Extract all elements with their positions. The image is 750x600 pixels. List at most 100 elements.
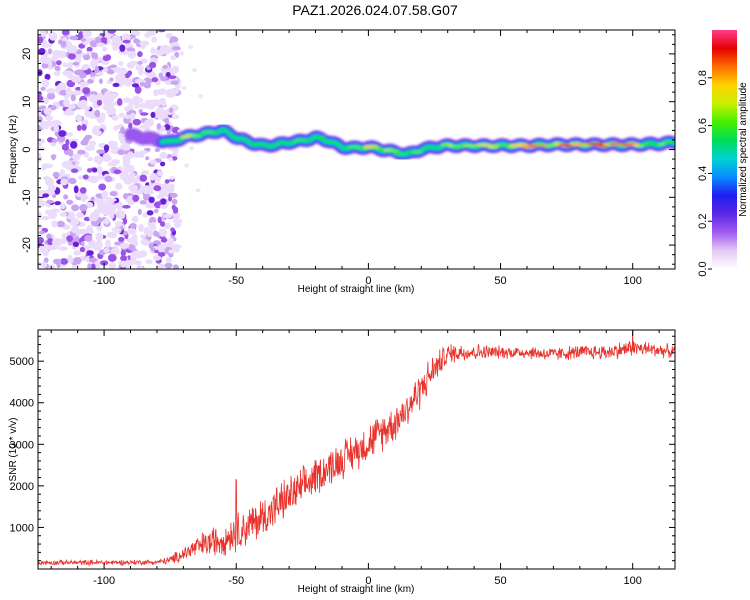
spectrogram-noise-blob [102,152,110,161]
spectrogram-noise-blob [160,237,168,243]
spectrogram-noise-blob [131,215,139,223]
spectrogram-noise-blob [85,201,94,209]
spectrogram-noise-blob [59,211,67,217]
spectrogram-noise-blob [134,85,142,94]
spectrogram-noise-blob [59,169,65,177]
x-tick-label: 0 [365,575,371,587]
spectrogram-noise-blob [43,107,53,116]
spectrogram-noise-blob [127,49,137,59]
spectrogram-noise-blob [128,122,133,129]
spectrogram-noise-blob [103,248,110,253]
spectrogram-noise-blob [95,208,102,214]
spectrogram-noise-blob [41,43,52,48]
spectrogram-noise-blob [46,88,56,94]
spectrogram-noise-blob [67,132,73,138]
spectrogram-noise-blob [146,230,154,237]
spectrogram-noise-blob [132,194,140,202]
spectrogram-noise-blob [38,146,46,151]
spectrogram-noise-blob [80,37,87,42]
spectrogram-noise-blob [157,30,166,33]
spectrogram-noise-blob [94,66,99,74]
x-tick-label: 50 [494,575,506,587]
spectrogram-noise-blob [40,261,48,269]
spectrogram-noise-blob [78,43,86,49]
spectrogram-noise-blob [179,51,185,56]
spectrogram-noise-blob [86,51,93,56]
spectrogram-noise-blob [122,158,131,166]
spectrogram-noise-blob [113,125,119,131]
spectrogram-noise-blob [115,73,126,82]
spectrogram-noise-blob [66,235,73,242]
spectrogram-noise-blob [54,201,62,206]
spectrogram-noise-blob [88,214,99,222]
spectrogram-noise-blob [56,60,62,66]
spectrogram-noise-blob [87,78,94,84]
spectrogram-noise-blob [127,227,137,235]
spectrogram-noise-blob [79,99,88,108]
spectrogram-y-label: Frequency (Hz) [8,115,19,184]
snr-y-ticks: 1000 2000 3000 4000 5000 [10,335,675,562]
spectrogram-noise-blob [40,216,50,221]
colorbar-tick-label: 0.6 [697,118,709,133]
spectrogram-noise-blob [150,247,156,252]
spectrogram-noise-blob [66,199,74,205]
spectrogram-noise-blob [68,177,77,184]
spectrogram-noise-blob [167,239,174,248]
spectrogram-noise-blob [84,234,93,242]
spectrogram-noise-blob [138,223,144,232]
spectrogram-noise-blob [95,240,103,249]
spectrogram-noise-blob [68,53,76,60]
spectrogram-noise-blob [157,170,164,176]
spectrogram-noise-blob [86,225,94,234]
spectrogram-noise-blob [112,45,119,51]
spectrogram-noise-blob [45,177,55,187]
spectrogram-noise-blob [159,229,167,237]
spectrogram-noise-blob [113,66,122,73]
y-tick-label: 3000 [10,439,34,451]
spectrogram-noise-blob [48,31,58,41]
spectrogram-noise-blob [51,220,58,228]
spectrogram-noise-blob [137,265,144,269]
spectrogram-noise-blob [41,78,50,88]
spectrogram-noise-blob [65,87,72,97]
spectrogram-noise-blob [81,124,87,131]
spectrogram-noise-blob [69,103,76,110]
spectrogram-noise-blob [51,154,56,161]
colorbar-tick-label: 0.4 [697,166,709,181]
spectrogram-noise-blob [150,111,156,118]
spectrogram-noise-blob [146,210,154,216]
spectrogram-noise-blob [168,185,175,193]
spectrogram-noise-blob [115,201,124,211]
spectrogram-noise-blob [115,182,123,190]
spectrogram-noise-blob [119,44,126,52]
spectrogram-noise-blob [38,106,43,111]
spectrogram-noise-blob [154,148,160,153]
x-tick-label: 100 [624,575,642,587]
y-tick-label: -20 [21,237,33,253]
spectrogram-noise-blob [93,198,104,203]
spectrogram-noise-blob [56,220,65,228]
spectrogram-noise-blob [159,204,168,210]
spectrogram-noise-blob [125,259,135,266]
spectrogram-noise-blob [159,97,166,104]
spectrogram-noise-blob [156,194,165,199]
y-tick-label: -10 [21,189,33,205]
spectrogram-noise-blob [119,242,130,249]
spectrogram-noise-blob [40,86,46,91]
spectrogram-noise-blob [146,79,154,83]
spectrogram-noise-blob [84,144,95,152]
snr-x-ticks: -100 -50 0 50 100 [50,330,660,587]
spectrogram-noise-blob [72,61,80,66]
spectrogram-noise-blob [42,163,54,169]
spectrogram-noise-blob [168,107,174,113]
spectrogram-noise-blob [118,112,125,118]
spectrogram-noise-blob [170,227,175,233]
spectrogram-noise-blob [162,64,168,69]
spectrogram-noise-blob [168,249,174,254]
spectrogram-noise-blob [142,185,153,194]
spectrogram-noise-blob [111,35,122,44]
spectrogram-noise-blob [62,224,71,231]
spectrogram-noise-blob [102,104,111,111]
spectrogram-noise-blob [128,184,139,192]
spectrogram-noise-blob [42,193,50,198]
